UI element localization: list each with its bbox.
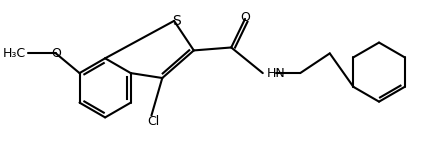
- Text: HN: HN: [267, 67, 285, 80]
- Text: O: O: [51, 47, 61, 60]
- Text: S: S: [172, 14, 181, 28]
- Text: O: O: [240, 11, 250, 24]
- Text: Cl: Cl: [147, 115, 159, 128]
- Text: H₃C: H₃C: [3, 47, 26, 60]
